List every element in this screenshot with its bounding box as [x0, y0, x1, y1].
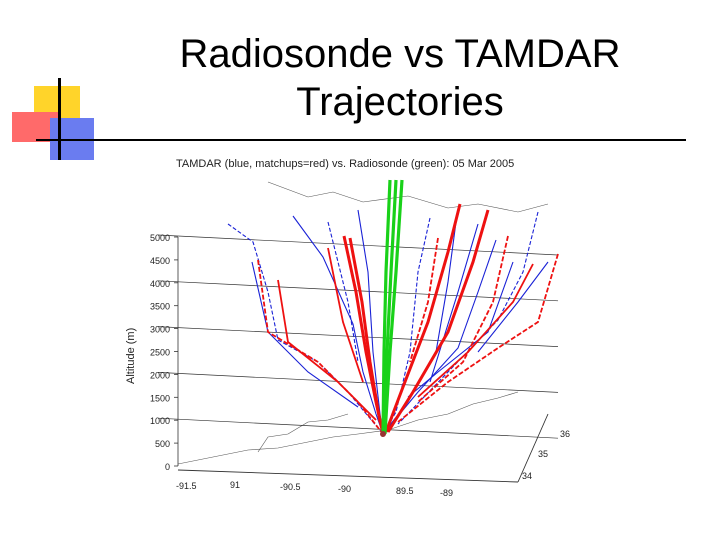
radiosonde-track	[383, 179, 404, 435]
z-axis-label: Altitude (m)	[125, 328, 137, 384]
gridline	[157, 417, 559, 439]
matchup-track	[409, 237, 439, 363]
terrain-line	[177, 391, 519, 465]
slide-title-line1: Radiosonde vs TAMDAR	[179, 32, 621, 76]
launch-site-point	[380, 431, 386, 437]
tamdar-track	[292, 215, 384, 435]
x-tick-label: -91.5	[176, 481, 197, 491]
tamdar-track	[382, 239, 497, 435]
y-axis-line	[517, 413, 549, 483]
decor-vertical-rule	[58, 78, 61, 160]
matchup-track	[417, 235, 509, 403]
z-tick-label: 2500	[150, 348, 170, 358]
z-tick-label: 4000	[150, 279, 170, 289]
radiosonde-track	[382, 179, 398, 435]
terrain-line	[257, 413, 349, 453]
gridline	[157, 234, 559, 256]
x-axis-line	[177, 469, 519, 483]
z-tick-label: 1000	[150, 416, 170, 426]
matchup-track	[327, 247, 364, 383]
x-tick-label: -90.5	[280, 482, 301, 492]
y-tick-label: 36	[560, 429, 570, 439]
matchup-track	[277, 279, 377, 421]
y-tick-label: 35	[538, 449, 548, 459]
z-tick-label: 500	[155, 439, 170, 449]
z-tick-label: 4500	[150, 256, 170, 266]
terrain-line	[267, 181, 549, 213]
gridline	[157, 280, 559, 302]
x-tick-label: -90	[338, 484, 351, 494]
matchup-track	[348, 237, 382, 423]
matchup-track	[397, 253, 559, 423]
x-tick-label: 89.5	[396, 486, 414, 496]
z-tick-label: 1500	[150, 393, 170, 403]
z-tick-label: 3500	[150, 302, 170, 312]
matchup-track	[386, 209, 490, 433]
z-tick-label: 5000	[150, 233, 170, 243]
trajectory-chart: TAMDAR (blue, matchups=red) vs. Radioson…	[118, 152, 588, 500]
radiosonde-track	[381, 179, 392, 435]
tamdar-track	[477, 261, 549, 353]
z-tick-label: 3000	[150, 325, 170, 335]
x-tick-label: -89	[440, 488, 453, 498]
axes: 0 500 1000 1500 2000 2500 3000 3500 4000 4500 5000…	[150, 233, 570, 498]
chart-svg: TAMDAR (blue, matchups=red) vs. Radioson…	[125, 158, 570, 498]
altitude-gridlines	[157, 234, 559, 439]
chart-title: TAMDAR (blue, matchups=red) vs. Radioson…	[176, 158, 514, 170]
gridline	[157, 372, 559, 393]
tamdar-track	[407, 261, 514, 398]
y-tick-label: 34	[522, 471, 532, 481]
z-tick-label: 2000	[150, 370, 170, 380]
z-tick-label: 0	[165, 462, 170, 472]
tamdar-track	[429, 223, 479, 383]
tamdar-track	[251, 261, 359, 408]
matchup-track	[384, 203, 462, 433]
trajectory-lines	[227, 179, 559, 437]
title-underline	[36, 139, 686, 141]
slide-title: Radiosonde vs TAMDAR Trajectories	[120, 30, 680, 126]
slide-title-line2: Trajectories	[296, 80, 504, 124]
matchup-track	[417, 263, 534, 398]
x-tick-label: 91	[230, 480, 240, 490]
tamdar-track	[327, 221, 359, 363]
gridline	[157, 326, 559, 347]
terrain-outline	[177, 181, 549, 465]
